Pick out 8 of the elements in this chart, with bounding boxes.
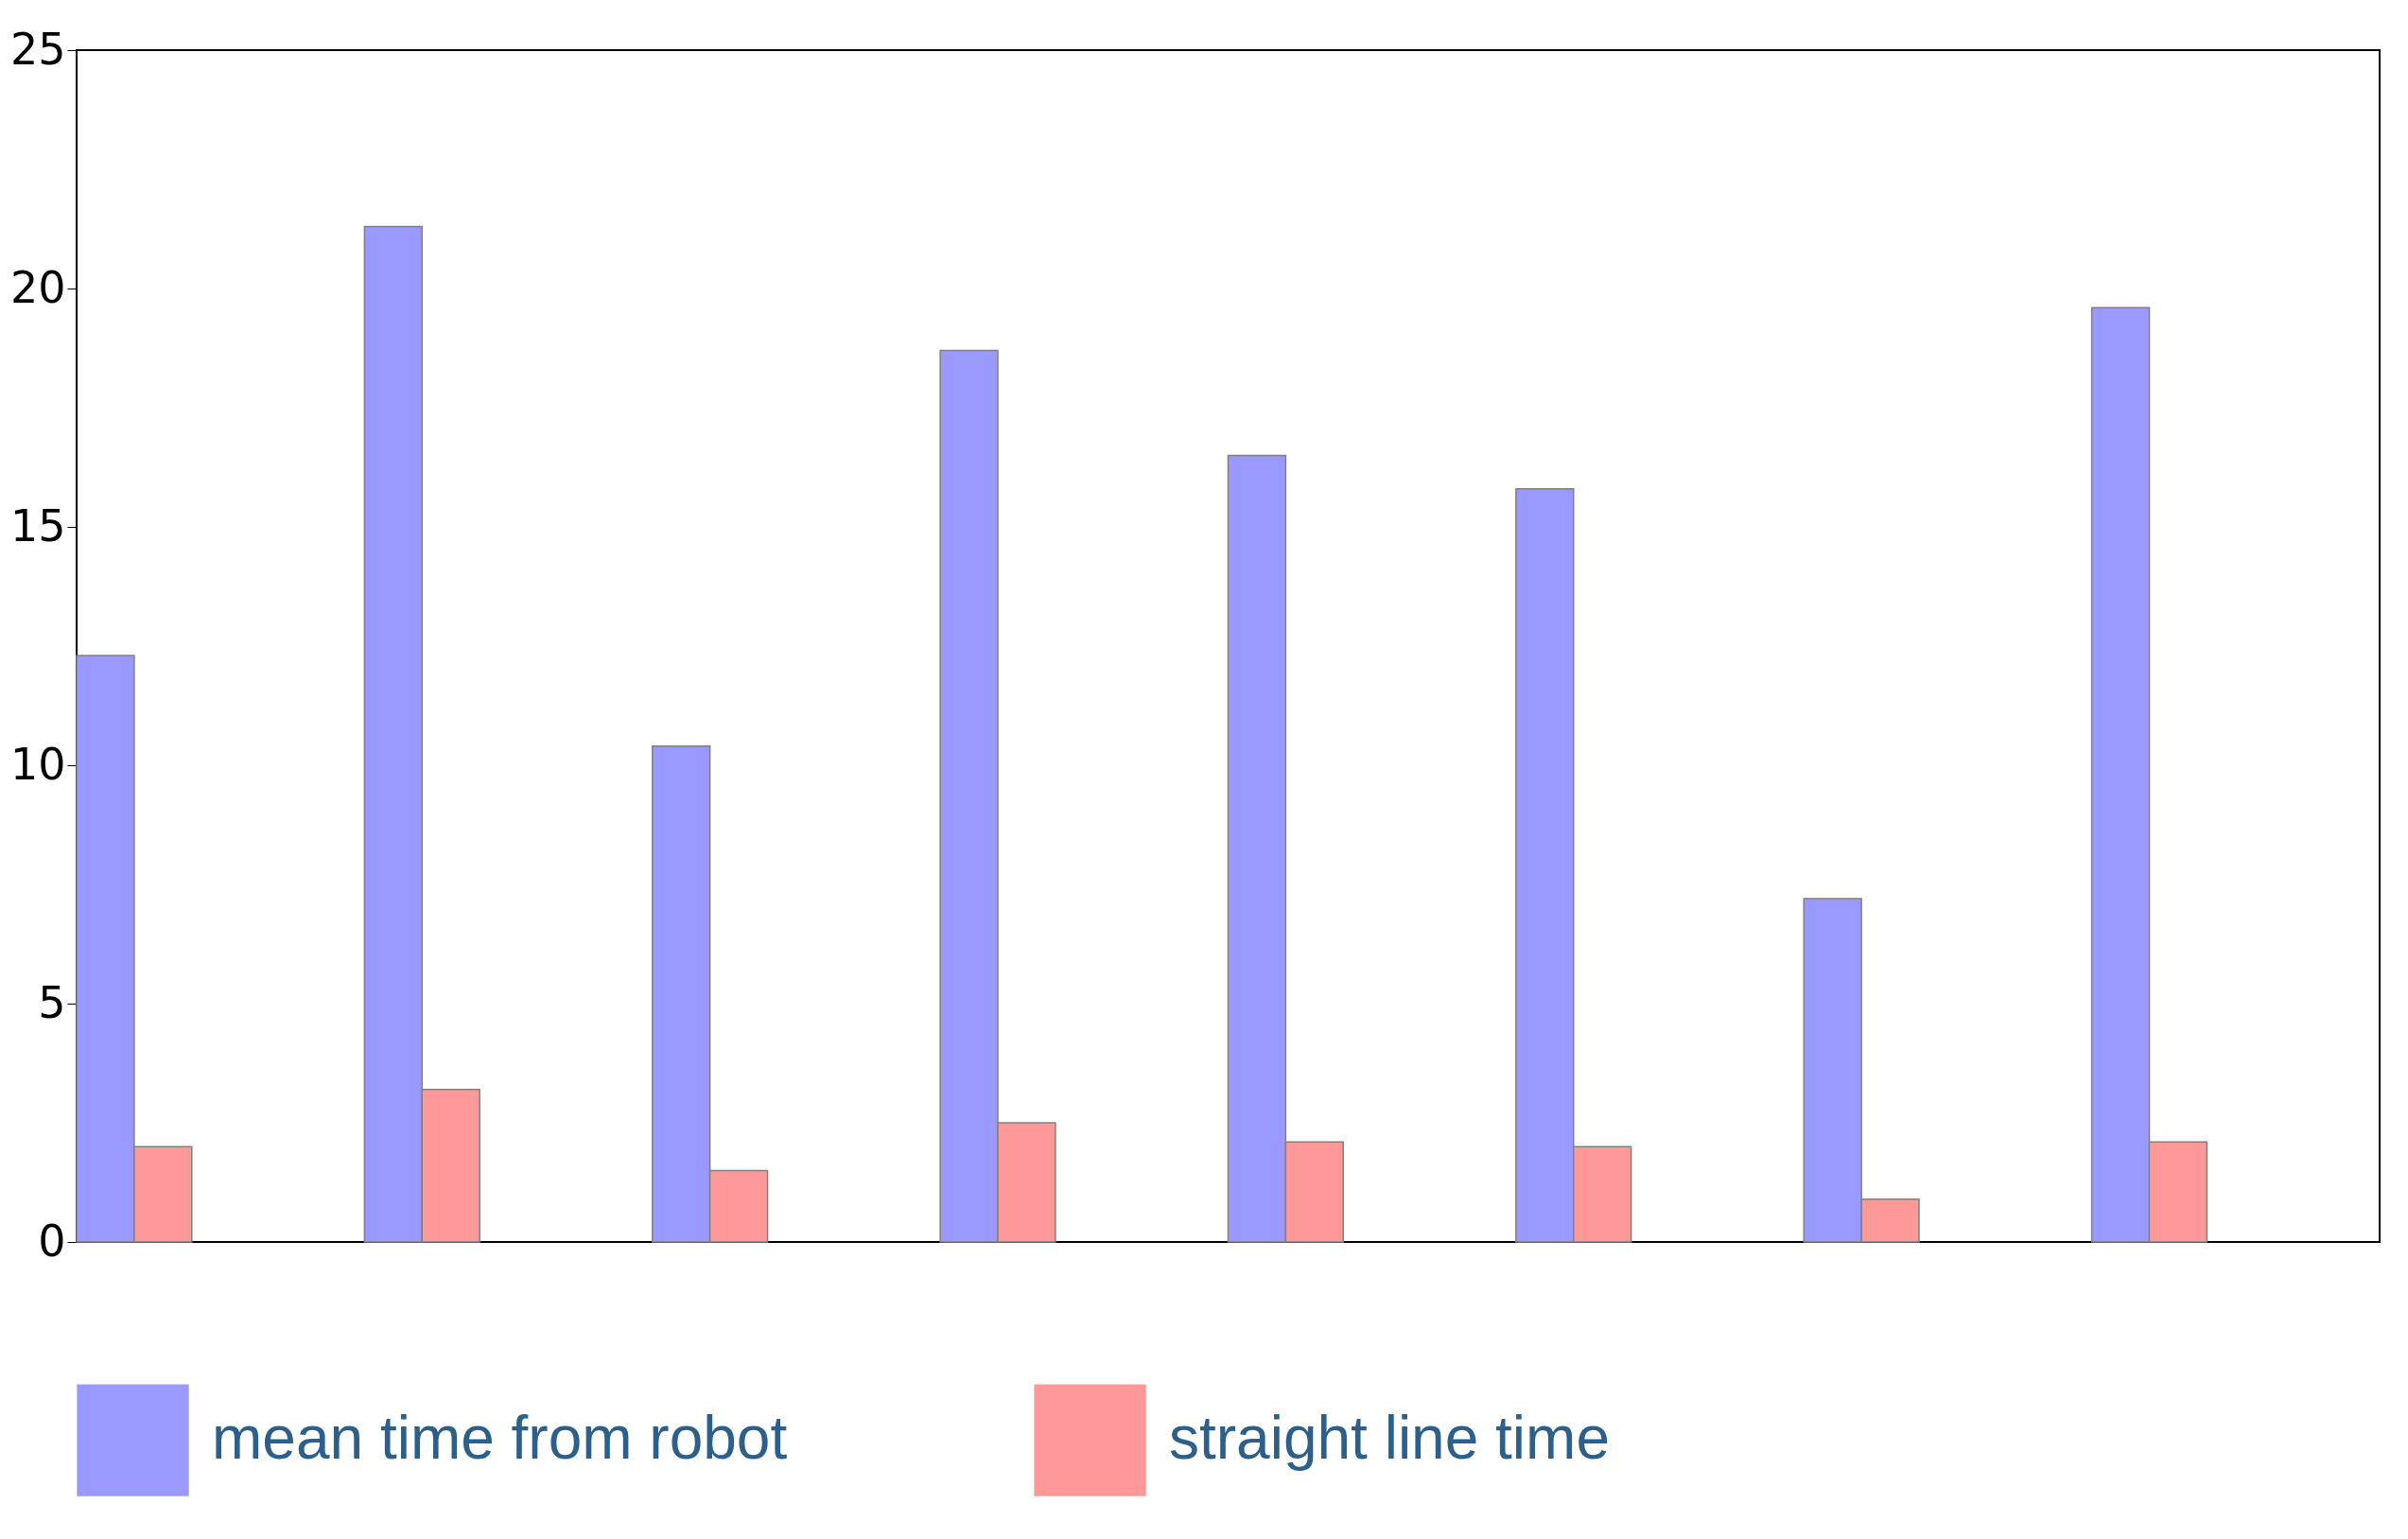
y-tick-label: 0	[38, 1215, 66, 1267]
legend-label: straight line time	[1169, 1403, 1610, 1472]
y-tick-label: 20	[9, 261, 66, 313]
y-tick-label: 15	[9, 499, 66, 551]
y-tick-label: 10	[9, 738, 66, 790]
legend-label: mean time from robot	[212, 1403, 788, 1472]
y-tick-label: 25	[9, 23, 66, 75]
y-tick-label: 5	[38, 976, 66, 1028]
